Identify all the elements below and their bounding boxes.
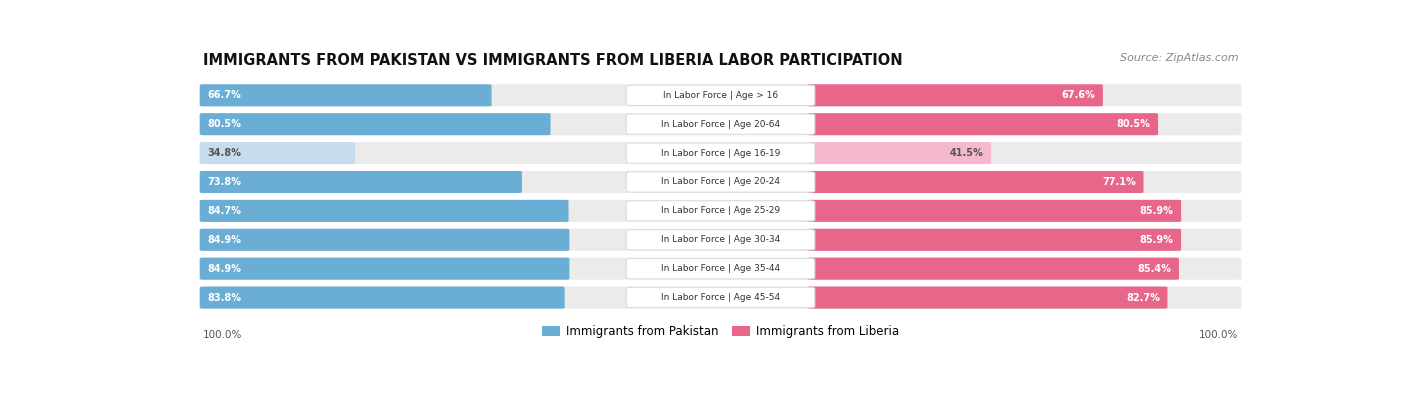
FancyBboxPatch shape [200,113,551,135]
FancyBboxPatch shape [626,201,815,221]
FancyBboxPatch shape [200,84,492,106]
Text: 100.0%: 100.0% [202,330,242,340]
FancyBboxPatch shape [807,258,1180,280]
FancyBboxPatch shape [200,258,569,280]
Text: 84.9%: 84.9% [207,264,242,274]
Text: 77.1%: 77.1% [1102,177,1136,187]
Text: 67.6%: 67.6% [1062,90,1095,100]
FancyBboxPatch shape [807,142,991,164]
Text: 83.8%: 83.8% [207,293,242,303]
Text: 73.8%: 73.8% [207,177,242,187]
FancyBboxPatch shape [200,286,1241,308]
Text: 85.4%: 85.4% [1137,264,1171,274]
FancyBboxPatch shape [807,113,1159,135]
Text: 80.5%: 80.5% [207,119,242,129]
Text: In Labor Force | Age 20-64: In Labor Force | Age 20-64 [661,120,780,129]
Text: In Labor Force | Age 16-19: In Labor Force | Age 16-19 [661,149,780,158]
FancyBboxPatch shape [626,143,815,163]
FancyBboxPatch shape [626,259,815,279]
FancyBboxPatch shape [200,229,569,251]
Text: 85.9%: 85.9% [1140,235,1174,245]
FancyBboxPatch shape [807,84,1102,106]
Text: 100.0%: 100.0% [1199,330,1239,340]
Text: In Labor Force | Age 25-29: In Labor Force | Age 25-29 [661,206,780,215]
FancyBboxPatch shape [807,171,1143,193]
FancyBboxPatch shape [626,114,815,134]
Text: In Labor Force | Age 35-44: In Labor Force | Age 35-44 [661,264,780,273]
FancyBboxPatch shape [807,229,1181,251]
FancyBboxPatch shape [200,171,1241,193]
FancyBboxPatch shape [200,200,568,222]
FancyBboxPatch shape [200,142,1241,164]
Text: 84.9%: 84.9% [207,235,242,245]
FancyBboxPatch shape [200,142,356,164]
FancyBboxPatch shape [626,85,815,105]
FancyBboxPatch shape [626,172,815,192]
FancyBboxPatch shape [626,229,815,250]
FancyBboxPatch shape [200,229,1241,251]
Text: 41.5%: 41.5% [950,148,984,158]
FancyBboxPatch shape [200,113,1241,135]
Text: In Labor Force | Age > 16: In Labor Force | Age > 16 [664,91,778,100]
Text: In Labor Force | Age 45-54: In Labor Force | Age 45-54 [661,293,780,302]
FancyBboxPatch shape [626,288,815,308]
Text: 84.7%: 84.7% [207,206,242,216]
FancyBboxPatch shape [200,286,565,308]
Text: 34.8%: 34.8% [207,148,242,158]
Text: 85.9%: 85.9% [1140,206,1174,216]
FancyBboxPatch shape [200,171,522,193]
FancyBboxPatch shape [807,286,1167,308]
Text: 66.7%: 66.7% [207,90,240,100]
Text: 82.7%: 82.7% [1126,293,1160,303]
Text: IMMIGRANTS FROM PAKISTAN VS IMMIGRANTS FROM LIBERIA LABOR PARTICIPATION: IMMIGRANTS FROM PAKISTAN VS IMMIGRANTS F… [202,53,903,68]
FancyBboxPatch shape [200,84,1241,106]
Legend: Immigrants from Pakistan, Immigrants from Liberia: Immigrants from Pakistan, Immigrants fro… [537,320,904,342]
FancyBboxPatch shape [200,200,1241,222]
Text: In Labor Force | Age 30-34: In Labor Force | Age 30-34 [661,235,780,244]
Text: Source: ZipAtlas.com: Source: ZipAtlas.com [1119,53,1239,64]
FancyBboxPatch shape [807,200,1181,222]
Text: 80.5%: 80.5% [1116,119,1150,129]
Text: In Labor Force | Age 20-24: In Labor Force | Age 20-24 [661,177,780,186]
FancyBboxPatch shape [200,258,1241,280]
